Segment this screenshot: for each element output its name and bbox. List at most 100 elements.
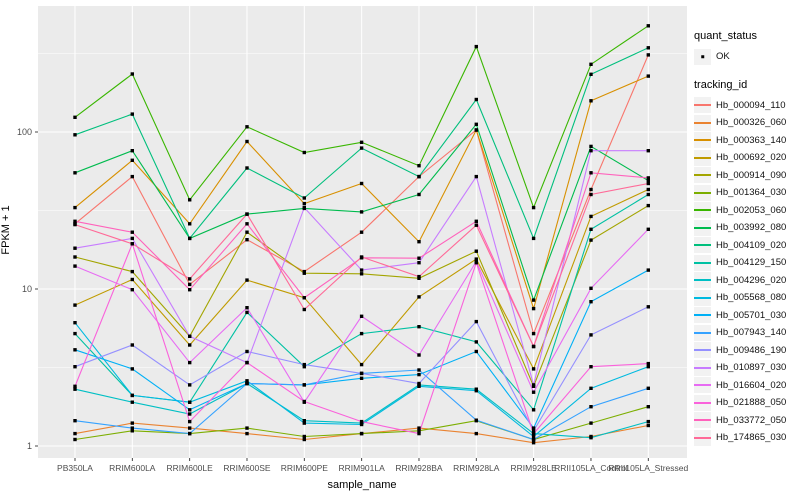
data-point: [188, 343, 192, 347]
data-point: [188, 408, 192, 412]
data-point: [589, 421, 593, 425]
data-point: [73, 264, 77, 268]
y-tick-label: 10: [21, 284, 32, 294]
data-point: [130, 236, 134, 241]
legend-key-swatch: [694, 202, 711, 219]
data-point: [417, 431, 421, 436]
legend-item-Hb_010897_030: Hb_010897_030: [694, 359, 800, 377]
data-point: [589, 171, 593, 175]
data-point: [302, 307, 306, 312]
data-point: [188, 277, 192, 281]
data-point: [130, 149, 134, 153]
data-point: [130, 343, 134, 347]
data-point: [589, 187, 593, 192]
data-point: [130, 242, 134, 246]
data-point: [474, 219, 478, 223]
legend-key-swatch: [694, 97, 711, 114]
data-point: [245, 230, 249, 234]
data-point: [245, 306, 249, 310]
data-point: [73, 348, 77, 352]
legend-label: Hb_000692_020: [716, 152, 787, 164]
data-point: [302, 205, 306, 210]
data-point: [474, 349, 478, 354]
data-point: [531, 434, 536, 439]
data-point: [589, 62, 593, 66]
data-point: [531, 236, 536, 241]
data-point: [73, 384, 77, 388]
legend-item-Hb_005568_080: Hb_005568_080: [694, 289, 800, 307]
data-point: [589, 286, 593, 290]
data-point: [589, 99, 593, 103]
data-point: [417, 274, 421, 279]
legend-key-swatch: [694, 184, 711, 201]
data-point: [646, 192, 650, 197]
data-point: [359, 419, 364, 424]
data-point: [302, 196, 306, 200]
data-point: [130, 367, 134, 371]
data-point: [302, 150, 306, 155]
data-point: [646, 405, 650, 409]
data-point: [531, 390, 536, 394]
data-point: [474, 431, 478, 436]
data-point: [474, 340, 478, 344]
data-point: [130, 230, 134, 234]
data-point: [589, 238, 593, 242]
data-point: [73, 303, 77, 307]
data-point: [589, 144, 593, 149]
legend-key-swatch: [694, 167, 711, 184]
data-point: [73, 387, 77, 391]
legend-key-ok: [694, 48, 711, 65]
legend-label: Hb_016604_020: [716, 379, 787, 391]
data-point: [474, 418, 478, 422]
data-point: [73, 219, 77, 223]
data-point: [130, 112, 134, 116]
x-tick-label: RRII105LA_Stressed: [608, 463, 689, 473]
data-point: [646, 181, 650, 186]
data-point: [646, 365, 650, 369]
data-point: [130, 421, 134, 425]
legend-line-icon: [694, 121, 711, 124]
data-point: [589, 405, 593, 409]
legend-key-swatch: [694, 149, 711, 166]
data-point: [302, 434, 306, 439]
legend-key-swatch: [694, 272, 711, 289]
legend-item-Hb_009486_190: Hb_009486_190: [694, 342, 800, 360]
data-point: [531, 437, 536, 442]
data-point: [417, 368, 421, 372]
data-point: [646, 203, 650, 208]
data-point: [417, 240, 421, 244]
legend: quant_status OK tracking_id Hb_000094_11…: [694, 30, 800, 447]
x-tick-label: RRIM901LA: [338, 463, 385, 473]
data-point: [646, 176, 650, 180]
data-point: [302, 421, 306, 425]
legend-line-icon: [694, 366, 711, 369]
data-point: [359, 272, 364, 276]
data-point: [302, 296, 306, 300]
data-point: [359, 371, 364, 376]
data-point: [531, 429, 536, 433]
data-point: [589, 300, 593, 304]
legend-line-icon: [694, 209, 711, 212]
data-point: [359, 362, 364, 367]
data-point: [73, 431, 77, 436]
data-point: [188, 419, 192, 424]
data-point: [417, 372, 421, 377]
data-point: [302, 419, 306, 423]
data-point: [359, 140, 364, 144]
data-point: [646, 227, 650, 231]
legend-line-icon: [694, 296, 711, 299]
data-point: [73, 222, 77, 227]
legend-item-Hb_174865_030: Hb_174865_030: [694, 429, 800, 447]
legend-line-icon: [694, 261, 711, 264]
x-tick-label: RRIM928BA: [395, 463, 443, 473]
legend-label: Hb_002053_060: [716, 204, 787, 216]
legend-label: Hb_004109_020: [716, 239, 787, 251]
data-point: [302, 201, 306, 206]
data-point: [417, 256, 421, 260]
data-point: [589, 214, 593, 219]
x-tick-label: RRIM928LA: [453, 463, 500, 473]
data-point: [589, 333, 593, 337]
data-point: [130, 400, 134, 404]
legend-line-icon: [694, 384, 711, 387]
